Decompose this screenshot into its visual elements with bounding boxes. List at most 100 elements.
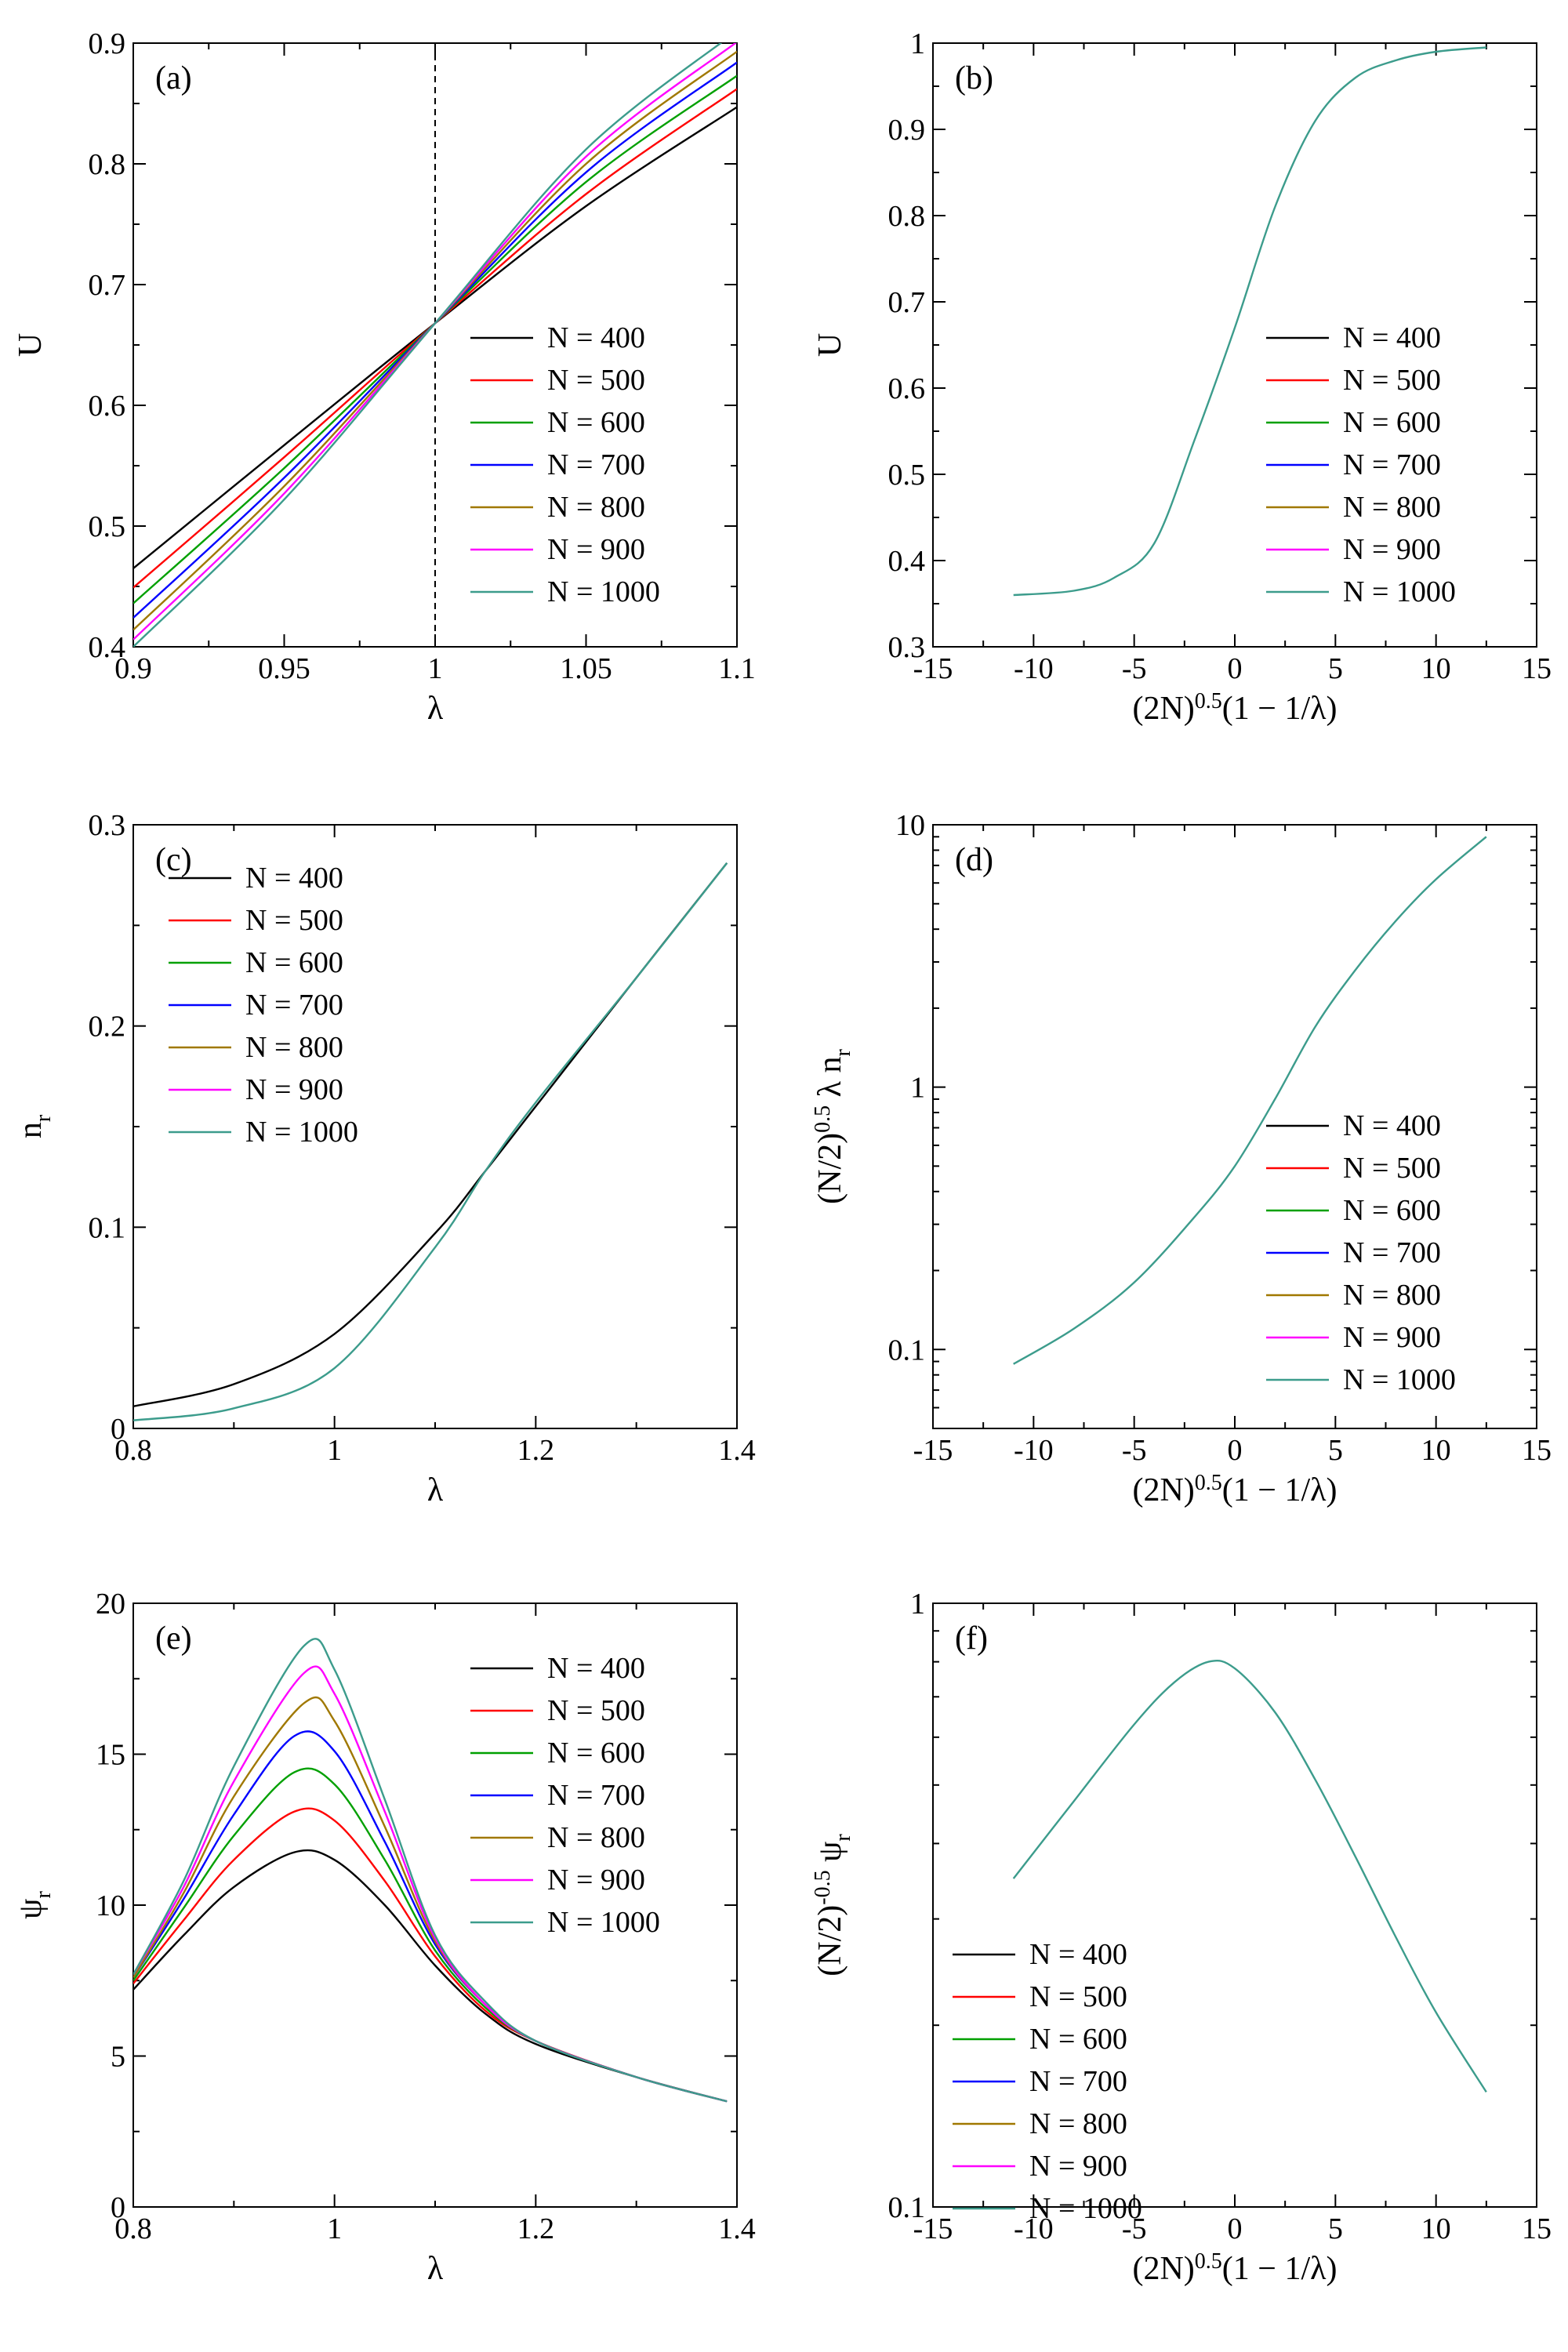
- panel-a-ytick-label: 0.5: [89, 510, 126, 543]
- panel-e-legend-label: N = 900: [547, 1864, 645, 1896]
- panel-e-ytick-label: 5: [111, 2041, 125, 2074]
- panel-a-legend-label: N = 800: [547, 491, 645, 524]
- panel-a-legend-label: N = 1000: [547, 575, 660, 608]
- panel-d-legend-label: N = 600: [1343, 1194, 1441, 1227]
- panel-c-ytick-label: 0.2: [89, 1011, 126, 1044]
- panel-a-legend-label: N = 400: [547, 321, 645, 354]
- panel-d-xtick-label: 0: [1228, 1434, 1243, 1467]
- panel-b-ytick-label: 0.8: [888, 200, 926, 233]
- panel-f-xtick-label: 5: [1328, 2212, 1343, 2245]
- panel-b-xtick-label: -15: [913, 652, 953, 685]
- panel-c-ytick-label: 0.3: [89, 809, 126, 842]
- panel-e-xtick-label: 0.8: [114, 2212, 152, 2245]
- panel-d-ytick-label: 10: [895, 809, 925, 842]
- panel-a-ytick-label: 0.4: [89, 631, 126, 664]
- panel-b-xtick-label: -10: [1014, 652, 1054, 685]
- panel-b-legend-label: N = 800: [1343, 491, 1441, 524]
- panel-f-ytick-label: 1: [910, 1588, 925, 1621]
- panel-e-xtick-label: 1: [327, 2212, 342, 2245]
- panel-e-ylabel: ψr: [13, 1891, 56, 1919]
- panel-f-xtick-label: -5: [1122, 2212, 1147, 2245]
- panel-c-xlabel: λ: [427, 1472, 444, 1508]
- panel-b-legend: N = 400 N = 500 N = 600 N = 700 N = 800 N = 9…: [1266, 321, 1456, 608]
- panel-a-xtick-label: 1: [428, 652, 443, 685]
- panel-d-xtick-label: 15: [1522, 1434, 1552, 1467]
- panel-d-legend-label: N = 1000: [1343, 1363, 1456, 1396]
- panel-b-legend-label: N = 700: [1343, 448, 1441, 481]
- panel-b-ytick-label: 0.4: [888, 545, 926, 578]
- panel-f-xtick-label: -15: [913, 2212, 953, 2245]
- panel-a-ytick-label: 0.9: [89, 27, 126, 60]
- panel-f-ylabel: (N/2)-0.5 ψr: [811, 1834, 855, 1976]
- panel-c-legend-label: N = 900: [245, 1073, 343, 1106]
- panel-f-ytick-label: 0.1: [888, 2191, 926, 2224]
- panel-a: 0.9 0.95 1 1.05 1.1 0.4 0.5 0.6 0.7 0.8 0.9 (a) λ U N …: [13, 27, 756, 727]
- panel-e-xtick-label: 1.4: [718, 2212, 756, 2245]
- panel-b-xtick-label: 0: [1228, 652, 1243, 685]
- panel-f-xtick-label: 15: [1522, 2212, 1552, 2245]
- panel-d-ylabel: (N/2)0.5 λ nr: [811, 1048, 855, 1203]
- panel-f-legend-label: N = 400: [1029, 1938, 1127, 1971]
- panel-f-xtick-label: 10: [1421, 2212, 1451, 2245]
- panel-d-tag: (d): [955, 842, 993, 878]
- panel-d-legend-label: N = 900: [1343, 1321, 1441, 1354]
- panel-f-legend-label: N = 800: [1029, 2107, 1127, 2140]
- panel-b-legend-label: N = 500: [1343, 364, 1441, 397]
- panel-d-legend: N = 400 N = 500 N = 600 N = 700 N = 800 N = 9…: [1266, 1109, 1456, 1396]
- panel-b-ytick-label: 0.3: [888, 631, 926, 664]
- panel-b-xtick-label: -5: [1122, 652, 1147, 685]
- panel-b-ytick-label: 0.9: [888, 114, 926, 147]
- panel-c-ylabel: nr: [13, 1114, 56, 1138]
- panel-d-xlabel: (2N)0.5(1 − 1/λ): [1132, 1471, 1337, 1508]
- panel-c-frame: [132, 824, 738, 1429]
- panel-a-legend: N = 400 N = 500 N = 600 N = 700 N = 800 N = 9…: [470, 321, 660, 608]
- panel-f-legend-label: N = 900: [1029, 2150, 1127, 2183]
- panel-f-xtick-label: -10: [1014, 2212, 1054, 2245]
- panel-d-legend-label: N = 500: [1343, 1152, 1441, 1185]
- panel-a-xlabel: λ: [427, 691, 444, 727]
- panel-d-xtick-label: -10: [1014, 1434, 1054, 1467]
- panel-a-xtick-label: 0.95: [258, 652, 310, 685]
- panel-c-legend-label: N = 700: [245, 989, 343, 1022]
- panel-e-xlabel: λ: [427, 2251, 444, 2287]
- panel-f-legend: N = 400 N = 500 N = 600 N = 700 N = 800 N = 9…: [953, 1938, 1142, 2225]
- panel-d-legend-label: N = 700: [1343, 1236, 1441, 1269]
- panel-b-legend-label: N = 1000: [1343, 575, 1456, 608]
- panel-f-legend-label: N = 700: [1029, 2065, 1127, 2098]
- panel-e-legend-label: N = 800: [547, 1821, 645, 1854]
- panel-e-ytick-label: 20: [96, 1588, 125, 1621]
- panel-a-legend-label: N = 900: [547, 533, 645, 566]
- panel-f-legend-label: N = 600: [1029, 2023, 1127, 2056]
- panel-c-legend-label: N = 500: [245, 904, 343, 937]
- panel-c: 0.8 1 1.2 1.4 0 0.1 0.2 0.3 (c) λ nr N = 400 N = 500…: [13, 809, 756, 1508]
- panel-b-legend-label: N = 400: [1343, 321, 1441, 354]
- panel-a-series-line: [133, 88, 737, 589]
- panel-b-xtick-label: 15: [1522, 652, 1552, 685]
- panel-a-ytick-label: 0.6: [89, 390, 126, 423]
- panel-b-legend-label: N = 600: [1343, 406, 1441, 439]
- panel-d-ytick-label: 1: [910, 1072, 925, 1105]
- panel-a-xtick-label: 1.1: [718, 652, 756, 685]
- panel-b-ylabel: U: [812, 333, 848, 357]
- panel-f-xlabel: (2N)0.5(1 − 1/λ): [1132, 2249, 1337, 2287]
- panel-e-xtick-label: 1.2: [517, 2212, 555, 2245]
- panel-e-legend-label: N = 600: [547, 1737, 645, 1769]
- panel-c-legend: N = 400 N = 500 N = 600 N = 700 N = 800 N = 9…: [169, 862, 358, 1149]
- panel-f-xtick-label: 0: [1228, 2212, 1243, 2245]
- panel-b-series-line: [1013, 46, 1486, 597]
- panel-e-frame: [132, 1602, 738, 2208]
- panel-a-ytick-label: 0.7: [89, 269, 126, 302]
- panel-a-legend-label: N = 600: [547, 406, 645, 439]
- panel-c-xtick-label: 1.4: [718, 1434, 756, 1467]
- panel-d-xtick-label: 10: [1421, 1434, 1451, 1467]
- panel-d: -15 -10 -5 0 5 10 15 0.1 1 10 (d) (2N)0.5(1 − 1/λ) (…: [811, 809, 1552, 1508]
- panel-e-legend: N = 400 N = 500 N = 600 N = 700 N = 800 N = 9…: [470, 1652, 660, 1939]
- panel-e-ytick-label: 0: [111, 2191, 125, 2224]
- panel-b-xlabel: (2N)0.5(1 − 1/λ): [1132, 689, 1337, 727]
- panel-b-ytick-label: 1: [910, 27, 925, 60]
- panel-b-tag: (b): [955, 60, 993, 96]
- panel-c-xtick-label: 1.2: [517, 1434, 555, 1467]
- panel-a-tag: (a): [155, 60, 192, 96]
